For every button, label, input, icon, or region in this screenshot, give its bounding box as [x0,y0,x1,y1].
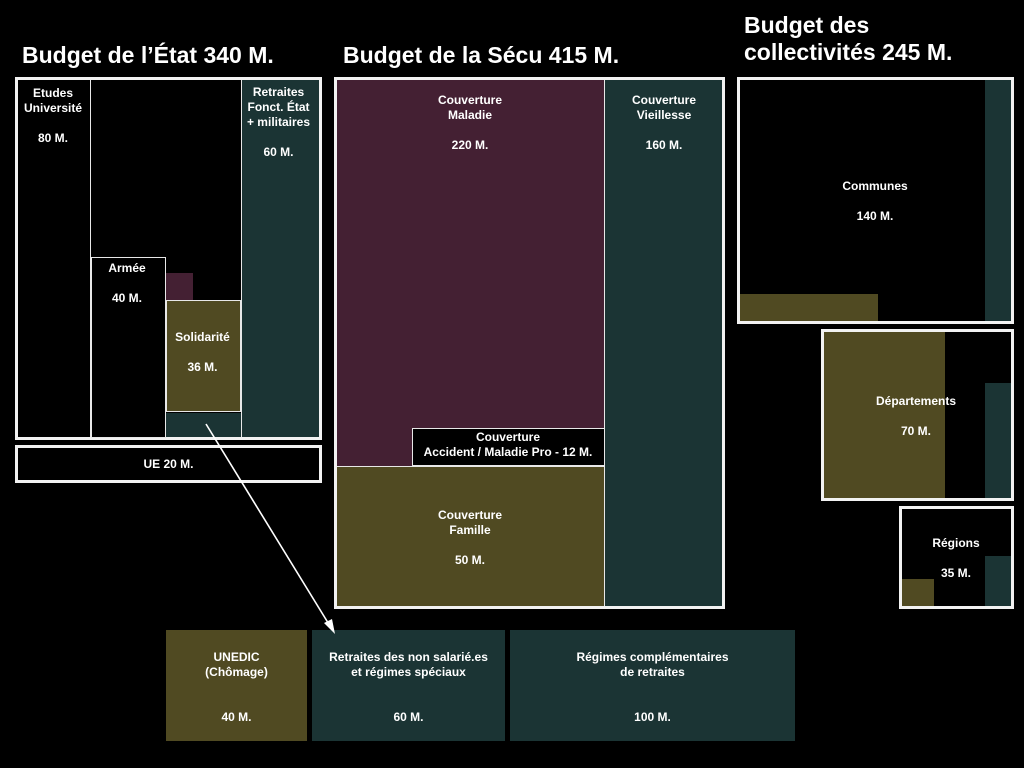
secu-frame [334,77,725,609]
etudes-name: Etudes Université [23,86,83,115]
complementaires-amount: 100 M. [634,710,671,724]
unedic-block [166,630,307,741]
armee-block [91,257,166,438]
retraites-fonct-amount: 60 M. [263,145,294,159]
departements-olive-block [824,332,945,498]
collectivites-title: Budget des collectivités 245 M. [744,12,953,65]
departements-amount: 70 M. [900,424,931,438]
regions-name: Régions [932,536,980,550]
armee-amount: 40 M. [111,291,142,305]
non-salaries-block [312,630,505,741]
maladie-name: Couverture Maladie [437,93,502,122]
vieillesse-block [604,80,722,606]
etudes-amount: 80 M. [37,131,68,145]
regions-amount: 35 M. [940,566,971,580]
unedic-amount: 40 M. [221,710,252,724]
armee-name: Armée [108,261,146,275]
maladie-amount: 220 M. [451,138,489,152]
ue-block: UE 20 M. [15,445,322,483]
departements-green-strip [985,383,1011,498]
non-salaries-amount: 60 M. [393,710,424,724]
accident-label: Couverture Accident / Maladie Pro - 12 M… [423,430,593,459]
non-salaries-name: Retraites des non salarié.es et régimes … [329,650,488,679]
etat-frame [15,77,322,440]
regions-green-strip [985,556,1011,606]
communes-amount: 140 M. [856,209,894,223]
vieillesse-amount: 160 M. [645,138,683,152]
unedic-name: UNEDIC (Chômage) [205,650,268,679]
communes-olive-strip [740,294,878,321]
retraites-fonct-name: Retraites Fonct. État + militaires [246,85,311,129]
accident-block [412,428,605,466]
communes-name: Communes [842,179,908,193]
secu-title: Budget de la Sécu 415 M. [343,42,620,68]
maladie-block [337,80,604,466]
retraites-fonct-block [241,80,319,437]
departements-frame [821,329,1014,501]
solidarite-top-square [166,273,193,300]
solidarite-amount: 36 M. [187,360,218,374]
solidarite-green-strip [166,413,241,437]
famille-name: Couverture Famille [437,508,502,537]
solidarite-block [166,300,241,412]
regions-frame [899,506,1014,609]
vieillesse-name: Couverture Vieillesse [631,93,696,122]
solidarite-name: Solidarité [175,330,230,344]
etudes-block [18,80,91,437]
famille-amount: 50 M. [454,553,485,567]
communes-frame [737,77,1014,324]
etat-title: Budget de l’État 340 M. [22,42,274,68]
complementaires-block [510,630,795,741]
communes-green-strip [985,80,1011,321]
complementaires-name: Régimes complémentaires de retraites [576,650,729,679]
ue-label: UE 20 M. [143,457,194,471]
departements-name: Départements [875,394,957,408]
famille-block [337,466,604,606]
regions-olive-block [902,579,934,606]
